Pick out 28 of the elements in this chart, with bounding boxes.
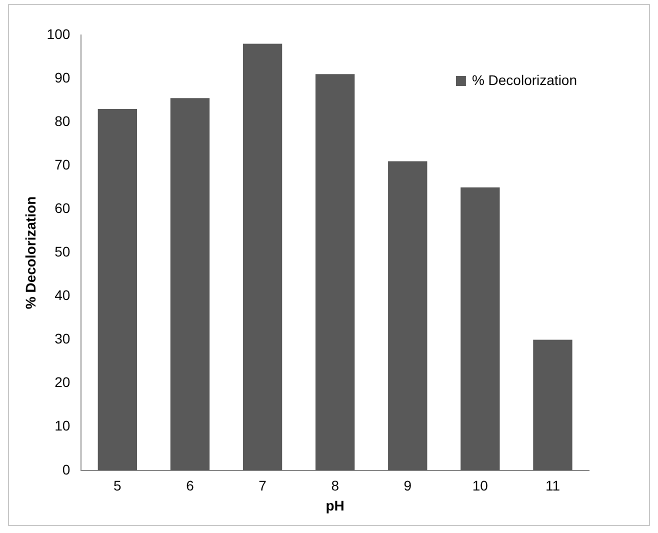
y-tick-label: 40	[54, 287, 70, 304]
y-tick-label: 0	[62, 461, 70, 478]
bar	[460, 187, 500, 470]
y-tick-label: 60	[54, 200, 70, 216]
x-tick-label: 8	[331, 478, 340, 494]
x-tick-label: 6	[186, 478, 194, 494]
bar	[315, 74, 355, 470]
y-tick-label: 80	[54, 112, 70, 129]
bar	[170, 98, 210, 470]
bar	[388, 161, 428, 470]
x-tick-label: 11	[545, 478, 560, 494]
y-tick-label: 30	[54, 330, 70, 347]
legend-label: % Decolorization	[472, 72, 578, 88]
y-axis-title: % Decolorization	[22, 196, 38, 310]
x-tick-label: 7	[258, 478, 267, 494]
bar	[98, 109, 138, 470]
y-tick-label: 100	[46, 26, 70, 42]
bar	[533, 340, 572, 470]
bar	[242, 44, 282, 470]
y-tick-label: 90	[54, 69, 70, 86]
x-tick-label: 5	[114, 478, 122, 494]
y-tick-label: 20	[54, 374, 70, 390]
y-tick-label: 10	[54, 418, 70, 434]
x-tick-label: 9	[404, 478, 412, 494]
y-tick-label: 50	[54, 244, 70, 260]
x-tick-label: 10	[472, 478, 488, 494]
y-tick-label: 70	[54, 156, 70, 172]
x-axis-title: pH	[326, 497, 344, 514]
